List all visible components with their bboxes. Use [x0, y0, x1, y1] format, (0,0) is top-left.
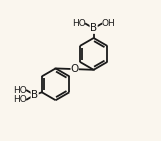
- Text: O: O: [71, 64, 79, 74]
- Text: B: B: [90, 23, 97, 33]
- Text: HO: HO: [13, 86, 27, 95]
- Text: B: B: [31, 90, 38, 100]
- Text: OH: OH: [101, 19, 115, 28]
- Text: HO: HO: [72, 19, 86, 28]
- Text: HO: HO: [13, 95, 27, 104]
